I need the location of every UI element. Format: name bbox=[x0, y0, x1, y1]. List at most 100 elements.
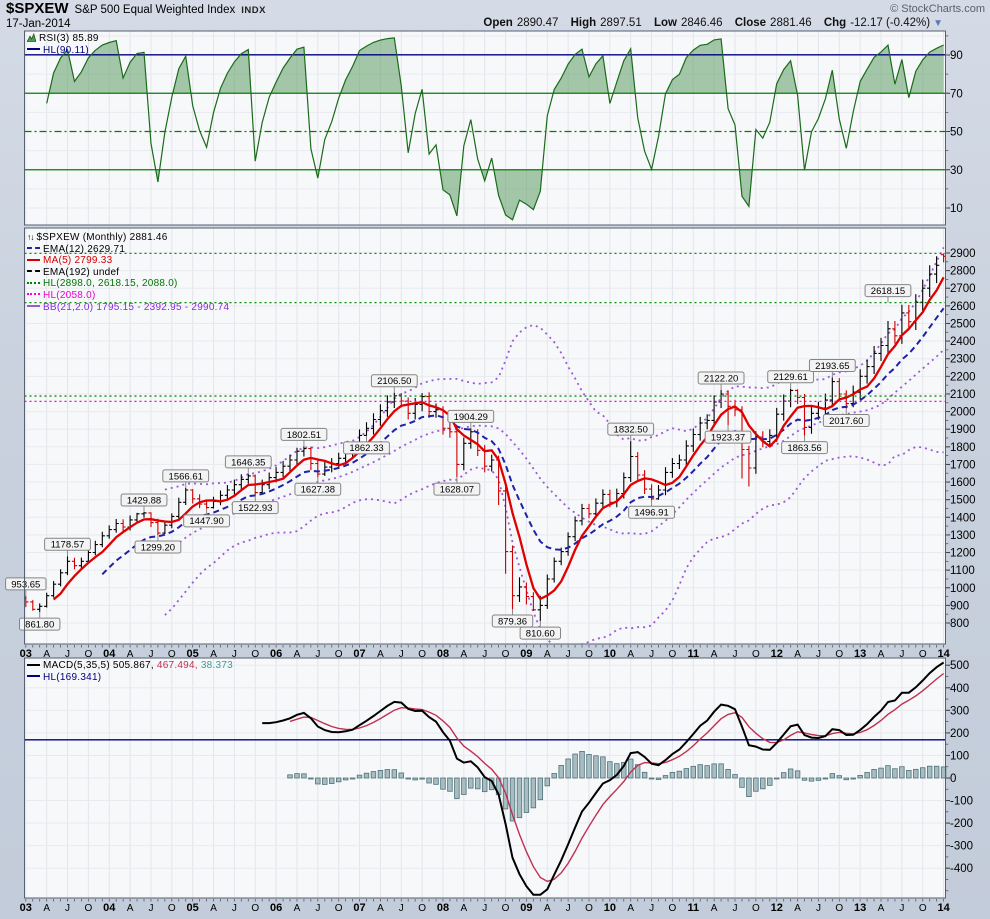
svg-text:2400: 2400 bbox=[950, 336, 976, 348]
svg-text:O: O bbox=[752, 649, 760, 660]
svg-text:08: 08 bbox=[437, 902, 449, 914]
svg-text:05: 05 bbox=[187, 902, 199, 914]
svg-text:O: O bbox=[84, 903, 92, 914]
svg-text:-400: -400 bbox=[950, 863, 973, 875]
svg-text:11: 11 bbox=[687, 648, 699, 660]
svg-text:J: J bbox=[232, 649, 237, 660]
svg-text:J: J bbox=[899, 903, 904, 914]
svg-text:04: 04 bbox=[103, 648, 116, 660]
chg-down-triangle-icon[interactable]: ▼ bbox=[933, 18, 943, 29]
svg-text:800: 800 bbox=[950, 618, 969, 630]
svg-text:A: A bbox=[878, 649, 885, 660]
svg-text:O: O bbox=[585, 649, 593, 660]
svg-text:A: A bbox=[627, 649, 634, 660]
svg-text:A: A bbox=[544, 649, 551, 660]
symbol: $SPXEW bbox=[6, 0, 69, 17]
svg-text:O: O bbox=[669, 903, 677, 914]
svg-text:A: A bbox=[294, 649, 301, 660]
svg-text:A: A bbox=[544, 903, 551, 914]
svg-text:70: 70 bbox=[950, 88, 963, 100]
high-label: High bbox=[570, 17, 597, 29]
svg-text:2100: 2100 bbox=[950, 389, 976, 401]
svg-text:14: 14 bbox=[937, 648, 950, 660]
svg-text:O: O bbox=[168, 649, 176, 660]
svg-text:10: 10 bbox=[604, 648, 616, 660]
rsi-panel: 90 70 50 30 10 bbox=[24, 30, 963, 226]
svg-text:J: J bbox=[148, 649, 153, 660]
symbol-name: S&P 500 Equal Weighted Index bbox=[74, 4, 236, 16]
svg-text:2700: 2700 bbox=[950, 283, 976, 295]
svg-text:2193.65: 2193.65 bbox=[815, 361, 849, 372]
svg-text:A: A bbox=[210, 649, 217, 660]
svg-text:O: O bbox=[251, 903, 259, 914]
close-value: 2881.46 bbox=[770, 17, 812, 29]
svg-text:O: O bbox=[752, 903, 760, 914]
svg-text:12: 12 bbox=[771, 648, 783, 660]
svg-text:1923.37: 1923.37 bbox=[711, 432, 745, 443]
svg-text:879.36: 879.36 bbox=[498, 616, 527, 627]
svg-text:1628.07: 1628.07 bbox=[440, 485, 474, 496]
svg-text:953.65: 953.65 bbox=[11, 579, 40, 590]
svg-text:1904.29: 1904.29 bbox=[454, 412, 488, 423]
svg-text:A: A bbox=[127, 649, 134, 660]
svg-text:O: O bbox=[251, 649, 259, 660]
svg-text:A: A bbox=[794, 903, 801, 914]
svg-text:O: O bbox=[84, 649, 92, 660]
svg-text:O: O bbox=[835, 903, 843, 914]
svg-text:09: 09 bbox=[520, 648, 532, 660]
svg-text:05: 05 bbox=[187, 648, 199, 660]
svg-text:1496.91: 1496.91 bbox=[634, 508, 668, 519]
svg-text:1646.35: 1646.35 bbox=[231, 457, 265, 468]
svg-text:03: 03 bbox=[20, 902, 32, 914]
svg-text:2300: 2300 bbox=[950, 354, 976, 366]
svg-text:O: O bbox=[835, 649, 843, 660]
chg-label: Chg bbox=[823, 17, 847, 29]
svg-text:1447.90: 1447.90 bbox=[189, 516, 223, 527]
svg-text:2800: 2800 bbox=[950, 266, 976, 278]
svg-text:1000: 1000 bbox=[950, 583, 976, 595]
svg-text:13: 13 bbox=[854, 648, 866, 660]
svg-text:J: J bbox=[816, 649, 821, 660]
svg-text:A: A bbox=[294, 903, 301, 914]
chg-value: -12.17 (-0.42%) bbox=[850, 17, 931, 29]
svg-text:300: 300 bbox=[950, 705, 969, 717]
svg-text:1100: 1100 bbox=[950, 565, 975, 577]
open-label: Open bbox=[483, 17, 513, 29]
x-axis-macd: 03 A J O 04 A J O 05 A J O 06 A J O 07 A J O 08 A J O 09 A J O 10 A J O… bbox=[20, 899, 951, 914]
svg-text:A: A bbox=[627, 903, 634, 914]
svg-text:03: 03 bbox=[20, 648, 32, 660]
svg-text:10: 10 bbox=[604, 902, 616, 914]
svg-text:13: 13 bbox=[854, 902, 866, 914]
svg-text:09: 09 bbox=[520, 902, 532, 914]
quote-strip: Open 2890.47 High 2897.51 Low 2846.46 Close… bbox=[474, 16, 943, 31]
svg-text:O: O bbox=[168, 903, 176, 914]
svg-text:-200: -200 bbox=[950, 818, 973, 830]
svg-text:2200: 2200 bbox=[950, 371, 976, 383]
svg-text:-100: -100 bbox=[950, 796, 973, 808]
exchange-tag: INDX bbox=[241, 5, 266, 16]
svg-text:1500: 1500 bbox=[950, 495, 976, 507]
svg-text:07: 07 bbox=[353, 902, 365, 914]
svg-text:1522.93: 1522.93 bbox=[238, 503, 272, 514]
svg-text:90: 90 bbox=[950, 50, 963, 62]
svg-text:500: 500 bbox=[950, 660, 969, 672]
svg-text:J: J bbox=[649, 649, 654, 660]
svg-text:100: 100 bbox=[950, 750, 969, 762]
svg-text:O: O bbox=[585, 903, 593, 914]
svg-text:2017.60: 2017.60 bbox=[829, 416, 863, 427]
low-label: Low bbox=[653, 17, 677, 29]
svg-text:1429.88: 1429.88 bbox=[127, 495, 161, 506]
svg-text:O: O bbox=[335, 649, 343, 660]
svg-text:2500: 2500 bbox=[950, 318, 976, 330]
svg-text:2000: 2000 bbox=[950, 407, 976, 419]
svg-text:J: J bbox=[566, 903, 571, 914]
price-panel: 953.65 861.80 1178.57 1429.88 1299.20 1566.61… bbox=[5, 227, 976, 645]
svg-text:1802.51: 1802.51 bbox=[287, 430, 321, 441]
svg-text:06: 06 bbox=[270, 902, 282, 914]
svg-text:O: O bbox=[919, 903, 927, 914]
svg-text:J: J bbox=[899, 649, 904, 660]
svg-text:1400: 1400 bbox=[950, 512, 976, 524]
svg-text:J: J bbox=[65, 903, 70, 914]
svg-text:14: 14 bbox=[937, 902, 950, 914]
